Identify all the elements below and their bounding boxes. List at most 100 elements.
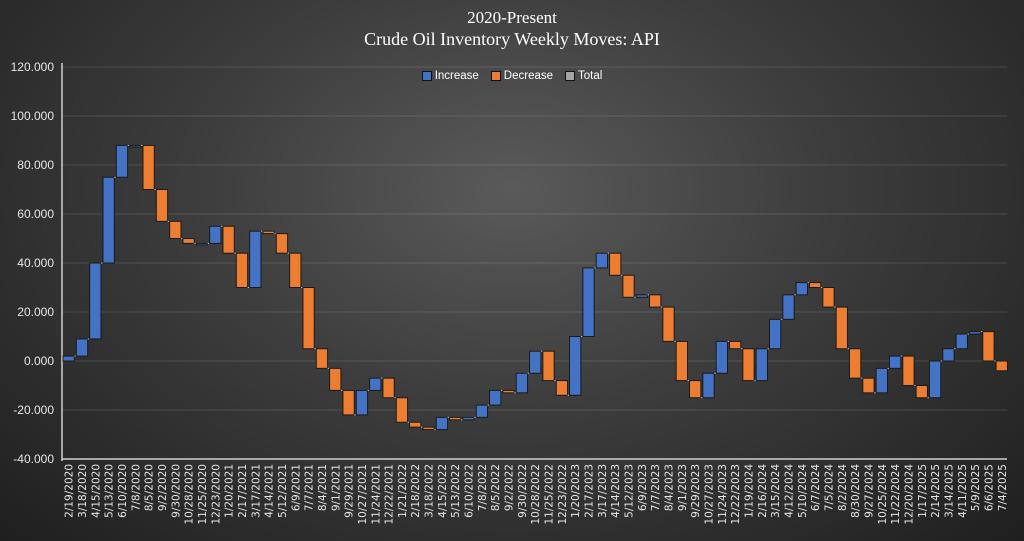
- decrease-bar: [609, 252, 622, 276]
- decrease-bar: [409, 421, 422, 428]
- decrease-bar: [142, 144, 155, 190]
- increase-bar: [529, 350, 542, 374]
- x-tick-label: 4/12/2024: [783, 464, 795, 518]
- decrease-bar: [502, 389, 515, 394]
- x-tick-label: 5/12/2023: [624, 464, 636, 518]
- increase-bar: [102, 176, 115, 264]
- x-tick-label: 1/19/2024: [743, 464, 755, 518]
- x-tick-label: 1/20/2021: [224, 464, 236, 518]
- decrease-bar: [902, 355, 915, 387]
- x-tick-label: 9/30/2022: [517, 464, 529, 518]
- x-tick-label: 6/10/2022: [464, 464, 476, 518]
- decrease-bar: [808, 282, 822, 289]
- x-tick-label: 7/8/2022: [477, 464, 489, 511]
- x-tick-label: 12/22/2021: [384, 464, 396, 525]
- x-tick-label: 11/25/2022: [544, 464, 556, 525]
- increase-bar: [782, 294, 795, 320]
- x-tick-label: 3/17/2023: [597, 464, 609, 518]
- x-tick-label: 11/22/2024: [890, 464, 902, 525]
- x-tick-label: 3/15/2024: [770, 464, 782, 518]
- x-tick-label: 7/7/2023: [650, 464, 662, 511]
- decrease-bar: [822, 287, 835, 308]
- x-tick-label: 7/5/2024: [823, 464, 835, 511]
- x-tick-label: 10/25/2024: [877, 464, 889, 525]
- increase-bar: [955, 333, 968, 350]
- x-tick-label: 2/14/2025: [930, 464, 942, 518]
- decrease-bar: [729, 340, 742, 350]
- x-tick-label: 12/22/2023: [730, 464, 742, 525]
- decrease-bar: [422, 426, 435, 431]
- x-tick-label: 9/30/2020: [170, 464, 182, 518]
- increase-bar: [795, 282, 808, 296]
- x-tick-label: 9/2/2022: [504, 464, 516, 511]
- decrease-bar: [649, 294, 662, 308]
- decrease-bar: [449, 416, 462, 421]
- decrease-bar: [289, 252, 302, 288]
- increase-bar: [635, 294, 649, 298]
- increase-bar: [435, 416, 449, 431]
- x-tick-label: 12/20/2024: [903, 464, 915, 525]
- x-tick-label: 2/16/2024: [757, 464, 769, 518]
- y-tick-label: -20.000: [13, 403, 54, 417]
- x-tick-label: 6/6/2025: [983, 464, 995, 511]
- decrease-bar: [675, 340, 689, 382]
- decrease-bar: [262, 230, 275, 235]
- x-tick-label: 12/23/2020: [210, 464, 222, 525]
- legend-label: Decrease: [503, 70, 554, 82]
- increase-bar: [755, 348, 768, 382]
- increase-bar: [115, 144, 129, 178]
- decrease-bar: [555, 380, 569, 396]
- x-tick-label: 9/1/2023: [677, 464, 689, 511]
- x-tick-label: 3/17/2021: [250, 464, 262, 518]
- increase-bar: [129, 144, 142, 148]
- x-tick-label: 8/5/2022: [490, 464, 502, 511]
- increase-bar: [489, 389, 502, 406]
- decrease-bar: [302, 287, 315, 350]
- legend-item-total: Total: [565, 70, 602, 82]
- x-tick-label: 6/9/2023: [637, 464, 649, 511]
- decrease-bar: [995, 360, 1008, 372]
- x-tick-label: 4/14/2021: [264, 464, 276, 518]
- x-tick-label: 2/18/2022: [410, 464, 422, 518]
- x-tick-label: 3/14/2025: [943, 464, 955, 518]
- increase-bar: [928, 360, 942, 399]
- decrease-bar: [915, 385, 928, 399]
- x-tick-label: 7/8/2020: [130, 464, 142, 511]
- x-tick-label: 8/2/2024: [837, 464, 849, 511]
- x-tick-label: 5/10/2024: [797, 464, 809, 518]
- decrease-bar: [222, 225, 235, 254]
- x-tick-label: 10/27/2023: [704, 464, 716, 525]
- x-tick-label: 5/9/2025: [970, 464, 982, 511]
- y-tick-label: 20.000: [17, 305, 54, 319]
- increase-bar: [369, 377, 382, 391]
- y-tick-label: 40.000: [17, 256, 54, 270]
- increase-bar: [888, 355, 902, 369]
- x-tick-label: 1/21/2022: [397, 464, 409, 518]
- x-tick-label: 7/7/2021: [304, 464, 316, 511]
- x-tick-label: 1/20/2023: [570, 464, 582, 518]
- decrease-bar: [342, 389, 355, 416]
- x-tick-label: 2/17/2023: [584, 464, 596, 518]
- x-tick-label: 3/18/2022: [424, 464, 436, 518]
- y-tick-label: 100.000: [11, 109, 55, 123]
- increase-bar: [62, 355, 75, 362]
- x-tick-label: 10/27/2021: [357, 464, 369, 525]
- decrease-bar: [835, 306, 848, 350]
- x-tick-label: 2/17/2021: [237, 464, 249, 518]
- y-tick-label: 60.000: [17, 207, 54, 221]
- chart-subtitle: Crude Oil Inventory Weekly Moves: API: [364, 29, 660, 49]
- x-tick-label: 4/15/2022: [437, 464, 449, 518]
- increase-bar: [968, 331, 982, 335]
- increase-bar: [75, 338, 89, 357]
- increase-bar: [249, 230, 262, 288]
- x-tick-label: 6/7/2024: [810, 464, 822, 511]
- x-tick-label: 4/11/2025: [957, 464, 969, 518]
- legend-swatch-decrease: [490, 71, 501, 81]
- increase-bar: [515, 372, 529, 394]
- increase-bar: [355, 389, 369, 416]
- decrease-bar: [622, 274, 635, 298]
- x-tick-label: 8/5/2020: [144, 464, 156, 511]
- x-tick-label: 11/24/2023: [717, 464, 729, 525]
- y-tick-label: 0.000: [24, 354, 54, 368]
- legend-swatch-total: [565, 71, 576, 81]
